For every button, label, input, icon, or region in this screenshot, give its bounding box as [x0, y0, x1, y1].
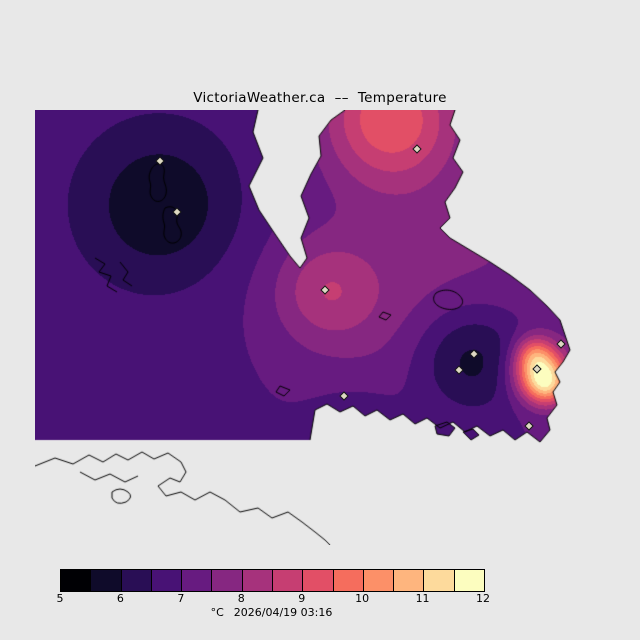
colorbar-tick-label: 11 [415, 592, 430, 605]
colorbar-segment [242, 570, 273, 591]
colorbar-tick-label: 10 [355, 592, 370, 605]
colorbar-segment [151, 570, 183, 591]
colorbar-tick-label: 9 [298, 592, 306, 605]
colorbar [60, 569, 485, 592]
colorbar-segment [394, 570, 425, 591]
temperature-map-canvas [35, 110, 610, 545]
colorbar-caption: °C 2026/04/19 03:16 [60, 606, 483, 619]
colorbar-segment [333, 570, 364, 591]
colorbar-segment [454, 570, 484, 591]
colorbar-segment [91, 570, 122, 591]
colorbar-segment [212, 570, 243, 591]
colorbar-tick-label: 12 [476, 592, 490, 605]
colorbar-segment [61, 570, 92, 591]
colorbar-ticks: 5 6 7 8 9 10 11 12 [56, 592, 491, 605]
colorbar-segment [303, 570, 334, 591]
colorbar-segment [182, 570, 213, 591]
colorbar-tick-label: 6 [116, 592, 124, 605]
map-title: VictoriaWeather.ca –– Temperature [193, 90, 447, 106]
colorbar-segment [363, 570, 395, 591]
colorbar-segment [272, 570, 304, 591]
colorbar-timestamp: 2026/04/19 03:16 [233, 606, 333, 619]
colorbar-tick-label: 8 [237, 592, 245, 605]
colorbar-unit: °C [210, 606, 224, 619]
colorbar-tick-label: 7 [177, 592, 185, 605]
colorbar-segment [121, 570, 152, 591]
colorbar-segment [424, 570, 455, 591]
colorbar-tick-label: 5 [56, 592, 64, 605]
